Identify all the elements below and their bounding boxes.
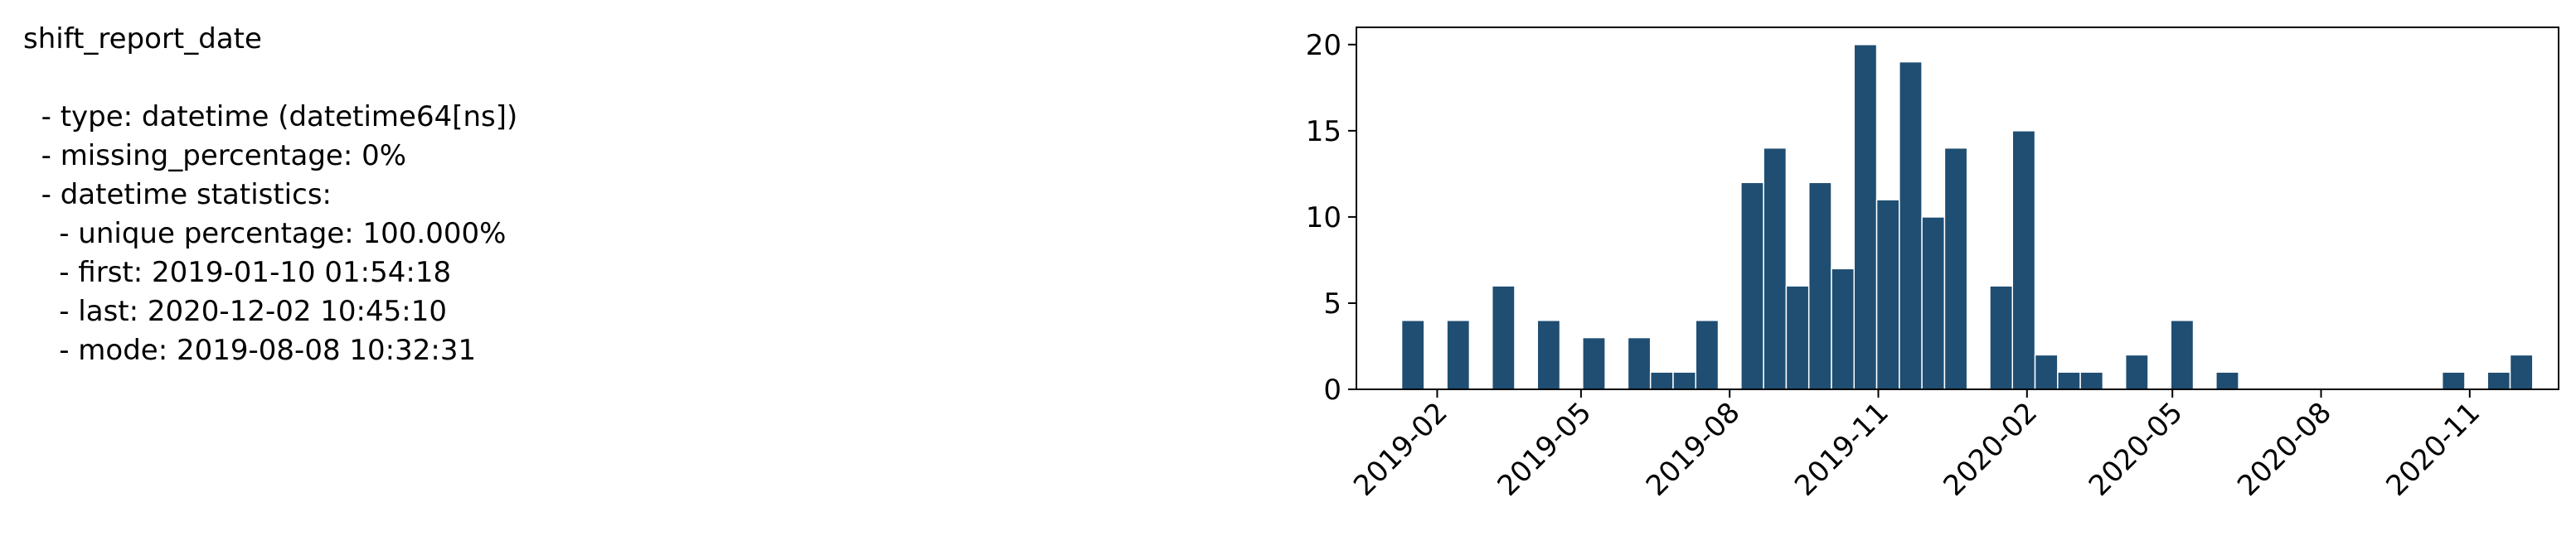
histogram-bar xyxy=(1943,147,1968,390)
y-tick-label: 5 xyxy=(1323,287,1341,321)
stat-missing-percentage: - missing_percentage: 0% xyxy=(23,139,407,172)
histogram-bar xyxy=(1989,285,2014,390)
histogram-bar xyxy=(1536,320,1561,390)
x-tick-label: 2020-02 xyxy=(1937,396,2044,503)
histogram-bar xyxy=(1649,371,1674,390)
histogram-bar xyxy=(1899,60,1923,390)
x-axis: 2019-02 2019-05 2019-08 2019-11 2020-02 2020-… xyxy=(1347,389,2486,503)
column-stats-panel: shift_report_date - type: datetime (date… xyxy=(23,20,517,370)
x-tick-label: 2020-05 xyxy=(2083,396,2190,503)
histogram-bar xyxy=(2170,320,2195,390)
histogram-bars xyxy=(1400,44,2534,390)
y-axis: 0 5 10 15 20 xyxy=(1306,29,1356,407)
stat-last: - last: 2020-12-02 10:45:10 xyxy=(23,295,447,328)
histogram-bar xyxy=(1446,320,1471,390)
x-tick-label: 2020-11 xyxy=(2380,396,2486,503)
histogram-bar xyxy=(2057,371,2081,390)
y-tick-label: 20 xyxy=(1306,29,1341,62)
x-tick-label: 2019-08 xyxy=(1640,396,1747,503)
x-tick-label: 2019-05 xyxy=(1492,396,1598,503)
y-tick-label: 10 xyxy=(1306,201,1341,234)
stat-first: - first: 2019-01-10 01:54:18 xyxy=(23,256,452,289)
histogram-bar xyxy=(2034,354,2059,390)
y-tick-label: 0 xyxy=(1323,374,1341,407)
stat-unique-percentage: - unique percentage: 100.000% xyxy=(23,217,507,250)
y-tick-label: 15 xyxy=(1306,115,1341,148)
histogram-bar xyxy=(1807,181,1832,390)
histogram-bar xyxy=(1695,320,1720,390)
x-tick-label: 2019-11 xyxy=(1788,396,1895,503)
histogram-bar xyxy=(2486,371,2511,390)
histogram-bar xyxy=(2441,371,2466,390)
histogram-bar xyxy=(1831,268,1856,390)
stat-datetime-heading: - datetime statistics: xyxy=(23,178,332,211)
column-name: shift_report_date xyxy=(23,22,262,56)
histogram-bar xyxy=(2509,354,2534,390)
x-tick-label: 2019-02 xyxy=(1347,396,1454,503)
histogram-bar xyxy=(1921,216,1946,390)
histogram-bar xyxy=(2124,354,2149,390)
histogram-bar xyxy=(2215,371,2239,390)
x-tick-label: 2020-08 xyxy=(2231,396,2338,503)
stat-type: - type: datetime (datetime64[ns]) xyxy=(23,100,518,133)
histogram-bar xyxy=(2079,371,2104,390)
histogram-bar xyxy=(2011,130,2036,390)
histogram-bar xyxy=(1672,371,1697,390)
histogram-bar xyxy=(1763,147,1788,390)
histogram-bar xyxy=(1853,44,1878,390)
histogram-bar xyxy=(1491,285,1516,390)
histogram-bar xyxy=(1582,336,1606,390)
plot-frame xyxy=(1356,27,2559,390)
histogram-bar xyxy=(1400,320,1425,390)
histogram-bar xyxy=(1785,285,1810,390)
histogram-bar xyxy=(1875,199,1900,390)
histogram-bar xyxy=(1740,181,1764,390)
histogram-bar xyxy=(1627,336,1652,390)
stat-mode: - mode: 2019-08-08 10:32:31 xyxy=(23,334,477,367)
